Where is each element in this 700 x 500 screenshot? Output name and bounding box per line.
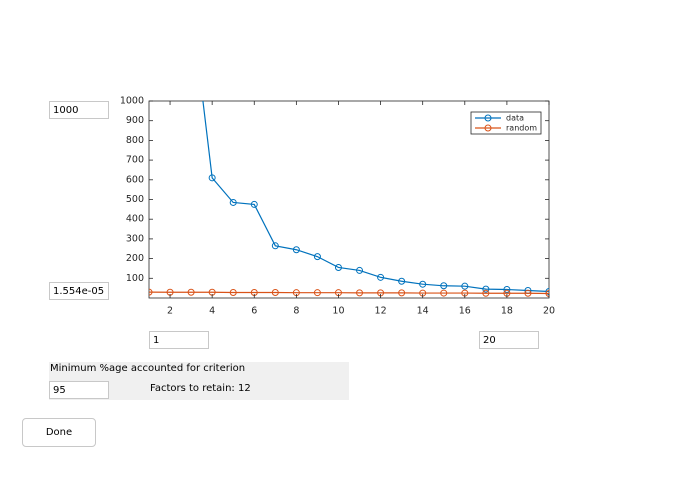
- data-point: [188, 0, 194, 5]
- legend-label: random: [506, 124, 537, 133]
- data-point: [524, 289, 532, 297]
- criterion-input[interactable]: 95: [49, 381, 109, 399]
- y-tick-label: 300: [126, 233, 144, 244]
- data-point: [356, 266, 364, 274]
- y-tick-label: 1000: [120, 96, 144, 107]
- data-point: [440, 289, 448, 297]
- data-point: [356, 289, 364, 297]
- data-point: [149, 288, 153, 296]
- data-point: [545, 287, 549, 295]
- series-line: [149, 291, 549, 295]
- y-tick-label: 400: [126, 214, 144, 225]
- x-tick-label: 18: [501, 306, 513, 317]
- x-tick-label: 20: [543, 306, 555, 317]
- criterion-label: Minimum %age accounted for criterion: [50, 363, 246, 374]
- data-point: [271, 242, 279, 250]
- y-tick-label: 200: [126, 253, 144, 264]
- x-tick-label: 2: [167, 306, 173, 317]
- x-tick-label: 14: [417, 306, 429, 317]
- data-point: [334, 263, 342, 271]
- legend-marker: [484, 114, 492, 122]
- data-point: [313, 253, 321, 261]
- x-tick-label: 12: [375, 306, 387, 317]
- data-point: [419, 280, 427, 288]
- result-text: Factors to retain: 12: [150, 383, 251, 394]
- y-tick-label: 600: [126, 174, 144, 185]
- x-min-input[interactable]: 1: [149, 331, 209, 349]
- data-point: [461, 282, 469, 290]
- data-point: [398, 277, 406, 285]
- data-point: [271, 288, 279, 296]
- legend-marker: [484, 124, 492, 132]
- y-max-input[interactable]: 1000: [49, 101, 109, 119]
- x-tick-label: 16: [459, 306, 471, 317]
- legend-label: data: [506, 114, 524, 123]
- done-button[interactable]: Done: [22, 418, 96, 447]
- y-min-input[interactable]: 1.554e-05: [49, 282, 109, 300]
- data-point: [250, 200, 258, 208]
- x-tick-label: 10: [332, 306, 344, 317]
- data-point: [545, 289, 549, 297]
- data-point: [292, 246, 300, 254]
- y-tick-label: 700: [126, 155, 144, 166]
- plot-layer: [149, 0, 549, 297]
- data-point: [229, 198, 237, 206]
- x-tick-label: 6: [251, 306, 257, 317]
- data-point: [482, 285, 490, 293]
- data-point: [377, 273, 385, 281]
- data-point: [503, 286, 511, 294]
- y-tick-label: 100: [126, 273, 144, 284]
- data-point: [440, 282, 448, 290]
- x-tick-label: 8: [293, 306, 299, 317]
- series-line: [202, 101, 549, 293]
- data-point: [313, 289, 321, 297]
- y-tick-label: 800: [126, 135, 144, 146]
- data-point: [187, 288, 195, 296]
- x-tick-label: 4: [209, 306, 215, 317]
- data-point: [208, 174, 216, 182]
- y-tick-label: 900: [126, 115, 144, 126]
- data-point: [229, 288, 237, 296]
- x-max-input[interactable]: 20: [479, 331, 539, 349]
- y-tick-label: 500: [126, 194, 144, 205]
- data-point: [482, 289, 490, 297]
- data-point: [398, 289, 406, 297]
